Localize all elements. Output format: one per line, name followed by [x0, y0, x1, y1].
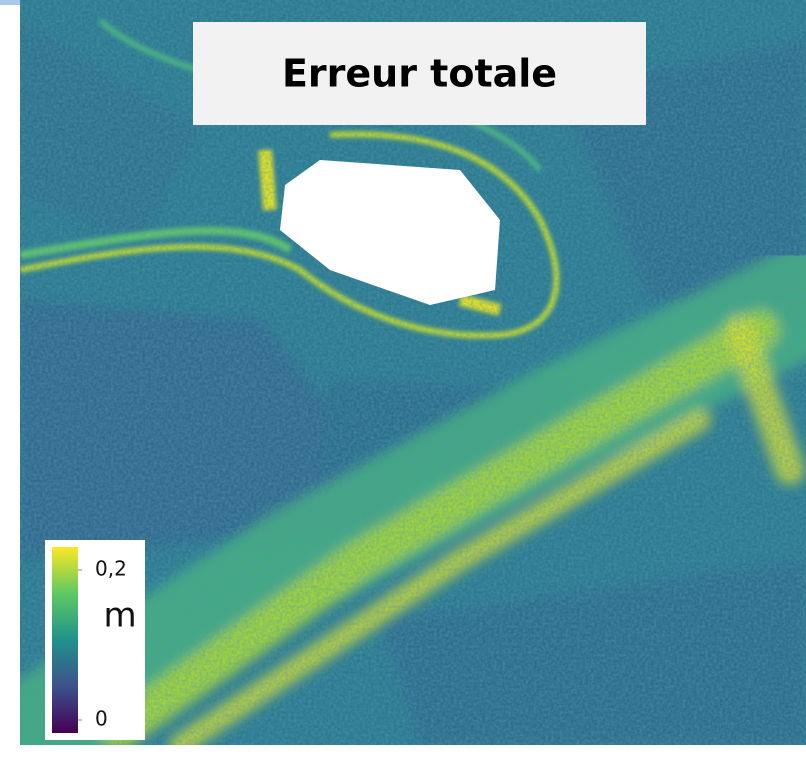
colorbar-gradient	[52, 547, 78, 733]
colorbar-tick-label: 0,2	[95, 557, 127, 581]
colorbar-tick-label: 0	[95, 707, 108, 731]
title: Erreur totale	[282, 52, 557, 96]
colorbar-unit: m	[103, 596, 136, 636]
title-box	[193, 22, 646, 125]
no-data-area	[280, 160, 500, 305]
